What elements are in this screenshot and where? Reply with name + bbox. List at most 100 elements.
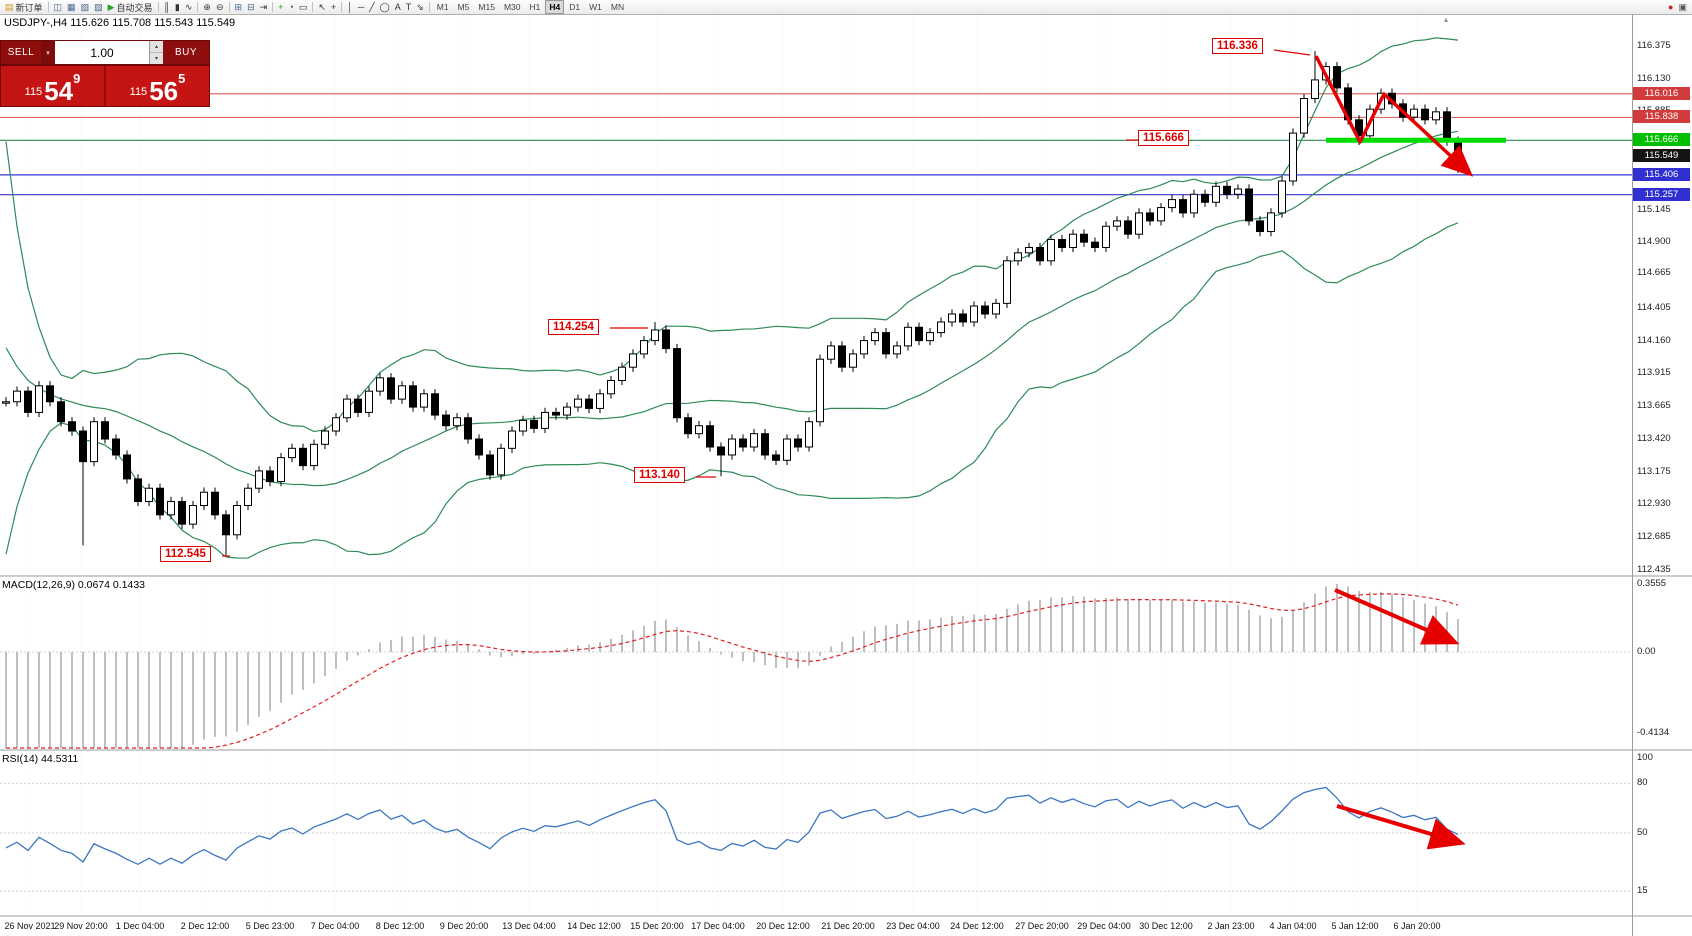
timeframe-mn[interactable]: MN <box>610 2 625 12</box>
timeframe-w1[interactable]: W1 <box>589 2 602 12</box>
price-axis-label: 116.375 <box>1637 40 1671 51</box>
ellipse-icon[interactable]: ◯ <box>378 1 392 13</box>
price-level-badge: 116.016 <box>1633 86 1690 100</box>
rsi-title: RSI(14) 44.5311 <box>2 753 79 765</box>
cursor-icon: ↖ <box>318 2 326 12</box>
community-icon[interactable]: ● <box>1666 1 1675 13</box>
new-order-label: 新订单 <box>15 2 43 13</box>
lot-stepper: ▴ ▾ <box>149 41 163 64</box>
lot-increase-button[interactable]: ▴ <box>150 41 163 53</box>
text-label-icon[interactable]: T <box>404 1 414 13</box>
horizontal-line-icon[interactable]: ─ <box>356 1 366 13</box>
zoom-out-icon[interactable]: ⊖ <box>214 1 226 13</box>
time-axis-label: 15 Dec 20:00 <box>630 921 684 931</box>
timeframe-m15[interactable]: M15 <box>478 2 495 12</box>
price-annotation[interactable]: 115.666 <box>1138 130 1189 146</box>
horizontal-line-icon: ─ <box>357 2 365 12</box>
tile-windows-icon[interactable]: ⊞ <box>233 1 245 13</box>
time-axis-label: 5 Dec 23:00 <box>245 921 295 931</box>
price-axis-label: 114.900 <box>1637 236 1671 248</box>
macd-axis-label: 0.00 <box>1637 646 1656 657</box>
time-axis-label: 17 Dec 04:00 <box>691 921 745 931</box>
trendline-icon: ╱ <box>369 2 375 12</box>
vertical-line-icon[interactable]: │ <box>345 1 355 13</box>
price-level-badge: 115.549 <box>1633 148 1690 162</box>
price-axis-label: 112.685 <box>1637 530 1671 542</box>
price-annotation[interactable]: 112.545 <box>160 546 211 562</box>
time-axis-label: 5 Jan 12:00 <box>1331 921 1379 931</box>
zoom-in-icon[interactable]: ⊕ <box>201 1 213 13</box>
crosshair-icon[interactable]: + <box>329 1 338 13</box>
news-icon[interactable]: ▣ <box>1676 1 1689 13</box>
toolbar: ▤ 新订单 ◫ ▦ ▧ ▨ ▶ 自动交易 ║ ▮ ∿ ⊕ ⊖ ⊞ ⊟ ⇥ + ◔ ▭ ↖ + │ ─ ╱ ◯ A T ⇘ M1 M5 M15… <box>0 0 1692 15</box>
timeframe-h4[interactable]: H4 <box>545 0 565 14</box>
text-label-icon: T <box>405 2 412 12</box>
timeframe-d1[interactable]: D1 <box>569 2 581 12</box>
charts-icon: ◫ <box>53 2 63 12</box>
periods-icon[interactable]: ◔ <box>286 1 295 13</box>
buy-price-display[interactable]: 115 56 5 <box>106 66 209 106</box>
chart-shift-icon: ⇥ <box>259 2 268 12</box>
time-axis-label: 2 Jan 23:00 <box>1207 921 1255 931</box>
vertical-line-icon: │ <box>347 2 353 12</box>
crosshair-icon: + <box>330 2 337 12</box>
time-axis-label: 8 Dec 12:00 <box>375 921 425 931</box>
quotes-icon[interactable]: ▦ <box>65 1 78 13</box>
time-axis-label: 24 Dec 12:00 <box>950 921 1004 931</box>
community-icon: ● <box>1668 2 1674 12</box>
time-axis-label: 29 Dec 04:00 <box>1077 921 1131 931</box>
bar-chart-icon[interactable]: ║ <box>162 1 172 13</box>
terminal-icon[interactable]: ▨ <box>92 1 105 13</box>
time-axis-label: 26 Nov 2021 <box>4 921 56 931</box>
sell-dropdown-caret[interactable]: ▾ <box>41 41 55 64</box>
price-annotation[interactable]: 114.254 <box>548 319 599 335</box>
zoom-in-icon: ⊕ <box>203 2 211 12</box>
toolbar-separator <box>428 2 430 12</box>
timeframe-h1[interactable]: H1 <box>529 2 541 12</box>
cascade-windows-icon[interactable]: ⊟ <box>245 1 257 13</box>
price-axis-label: 113.175 <box>1637 465 1671 477</box>
buy-price-sup: 5 <box>178 71 186 86</box>
candlestick-chart-icon[interactable]: ▮ <box>173 1 182 13</box>
lot-decrease-button[interactable]: ▾ <box>154 55 158 62</box>
text-icon[interactable]: A <box>393 1 403 13</box>
indicators-icon: + <box>278 2 284 12</box>
sell-button[interactable]: SELL <box>7 47 35 58</box>
price-annotation[interactable]: 113.140 <box>634 467 685 483</box>
new-order-icon[interactable]: ▤ 新订单 <box>3 1 45 13</box>
line-chart-icon[interactable]: ∿ <box>183 1 195 13</box>
time-axis-label: 21 Dec 20:00 <box>821 921 875 931</box>
time-axis-label: 30 Dec 12:00 <box>1139 921 1193 931</box>
sell-price-sup: 9 <box>73 71 81 86</box>
timeframe-m1[interactable]: M1 <box>436 2 449 12</box>
cursor-icon[interactable]: ↖ <box>316 1 328 13</box>
autotrade-icon: ▶ <box>107 2 115 12</box>
trendline-icon[interactable]: ╱ <box>367 1 376 13</box>
ellipse-icon: ◯ <box>379 2 390 12</box>
autotrade-icon[interactable]: ▶ 自动交易 <box>106 1 155 13</box>
buy-button[interactable]: BUY <box>174 47 198 58</box>
timeframe-m5[interactable]: M5 <box>457 2 470 12</box>
toolbar-separator <box>157 2 159 12</box>
scroll-marker-icon[interactable]: ▴ <box>1444 15 1449 24</box>
chart-shift-icon[interactable]: ⇥ <box>258 1 270 13</box>
periods-icon: ◔ <box>288 2 294 12</box>
price-annotation[interactable]: 116.336 <box>1212 38 1263 54</box>
price-level-badge: 115.666 <box>1633 133 1690 147</box>
time-axis-label: 9 Dec 20:00 <box>439 921 489 931</box>
lot-size-input[interactable] <box>55 41 149 64</box>
autotrade-label: 自动交易 <box>116 2 153 13</box>
sell-price-main: 115 <box>24 86 43 98</box>
indicators-icon[interactable]: + <box>276 1 285 13</box>
line-chart-icon: ∿ <box>184 2 193 12</box>
timeframe-m30[interactable]: M30 <box>503 2 521 12</box>
charts-icon[interactable]: ◫ <box>52 1 65 13</box>
sell-price-display[interactable]: 115 54 9 <box>1 66 104 106</box>
navigator-icon[interactable]: ▧ <box>79 1 92 13</box>
templates-icon[interactable]: ▭ <box>297 1 310 13</box>
time-axis-label: 7 Dec 04:00 <box>310 921 360 931</box>
toolbar-separator <box>197 2 199 12</box>
arrows-icon[interactable]: ⇘ <box>414 1 426 13</box>
